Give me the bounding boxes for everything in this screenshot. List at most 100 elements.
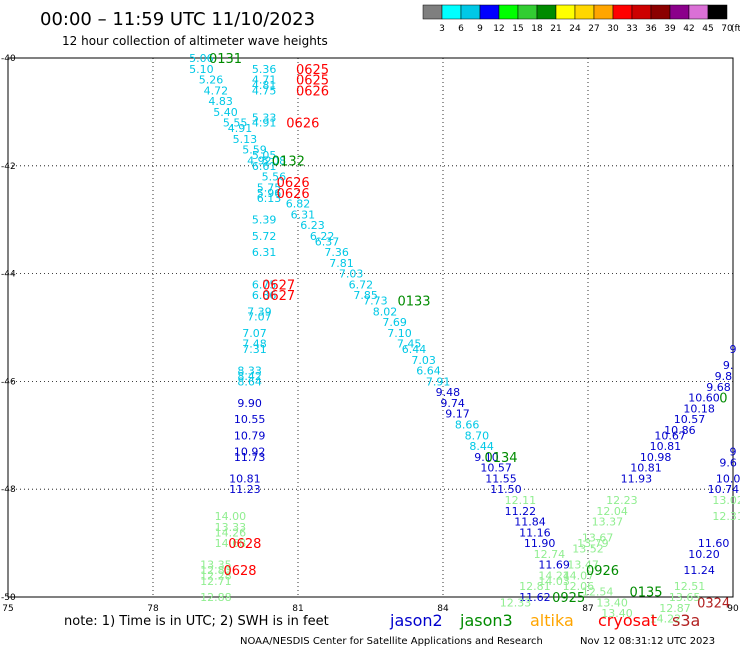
wave-height-label: 7.07: [247, 311, 272, 324]
wave-height-label: 12.71: [200, 575, 232, 588]
wave-height-label: 9: [730, 343, 737, 356]
wave-height-label: 9.48: [436, 386, 461, 399]
scale-label: 27: [588, 24, 599, 34]
wave-height-label: 4.81: [252, 79, 277, 92]
wave-height-label: 6.82: [286, 198, 311, 211]
wave-height-label: 14.22: [650, 613, 682, 626]
wave-height-label: 12.87: [659, 602, 691, 615]
wave-height-label: 12.33: [500, 596, 532, 609]
wave-height-label: 7.45: [397, 338, 422, 351]
pass-time-label: 0134: [484, 451, 517, 466]
wave-height-label: 7.03: [339, 268, 364, 281]
wave-height-label: 7.81: [329, 257, 354, 270]
wave-height-label: 7.10: [387, 327, 412, 340]
wave-height-label: 11.55: [485, 472, 517, 485]
scale-label: 33: [626, 24, 637, 34]
wave-height-label: 12.11: [505, 494, 537, 507]
scale-label: 42: [683, 24, 694, 34]
wave-height-label: 14.00: [215, 510, 247, 523]
wave-height-label: 4.92: [247, 154, 272, 167]
scale-swatch: [498, 4, 519, 20]
wave-height-label: 13.47: [567, 559, 599, 572]
y-tick-label: -44: [1, 270, 16, 280]
wave-height-label: 12.28: [200, 569, 232, 582]
wave-height-label: 11.23: [229, 483, 261, 496]
wave-height-label: 11.62: [519, 591, 551, 604]
scale-label: 36: [645, 24, 657, 34]
wave-height-label: 5.39: [252, 214, 277, 227]
scale-label: 15: [512, 24, 523, 34]
wave-height-label: 7.03: [411, 354, 436, 367]
wave-height-label: 12.54: [582, 586, 614, 599]
wave-height-label: 11.24: [683, 564, 715, 577]
scale-label: 21: [550, 24, 561, 34]
scale-swatch: [688, 4, 709, 20]
wave-height-label: 11.73: [234, 451, 266, 464]
wave-height-label: 13.79: [577, 537, 609, 550]
y-tick-label: -48: [1, 485, 16, 495]
wave-height-label: 10.67: [654, 429, 686, 442]
plot-frame: [7, 57, 734, 598]
wave-height-label: 10.60: [688, 392, 720, 405]
y-tick-label: -42: [1, 162, 16, 172]
wave-height-label: 10.79: [234, 429, 266, 442]
pass-time-label: 0324: [697, 596, 730, 611]
wave-height-label: 6.23: [300, 219, 325, 232]
x-tick-label: 78: [147, 604, 159, 614]
wave-height-label: 10.81: [650, 440, 682, 453]
wave-height-label: 12.06: [563, 580, 595, 593]
wave-height-label: 7.73: [363, 295, 388, 308]
wave-height-label: 12.88: [200, 591, 232, 604]
wave-height-label: 7.69: [382, 316, 407, 329]
wave-height-label: 10.18: [683, 402, 715, 415]
wave-height-label: 6.75: [252, 278, 277, 291]
wave-height-label: 10.81: [630, 462, 662, 475]
legend-cryosat: cryosat: [598, 611, 657, 630]
wave-height-label: 13.40: [596, 596, 628, 609]
legend-jason2: jason2: [389, 611, 443, 630]
plot-area: 75 78 81 84 87 90-40-42-44-46-48-505.065.105.…: [1, 52, 740, 626]
x-tick-label: 84: [437, 604, 449, 614]
wave-height-label: 14.26: [215, 526, 247, 539]
wave-height-label: 12.04: [596, 505, 628, 518]
wave-height-label: 13.02: [712, 494, 740, 507]
wave-height-label: 8.70: [465, 429, 490, 442]
wave-height-label: 11.69: [538, 559, 570, 572]
wave-height-label: 6.13: [257, 192, 282, 205]
y-tick-label: -40: [1, 54, 16, 64]
wave-height-label: 10.20: [688, 548, 720, 561]
y-tick-label: -46: [1, 377, 16, 387]
pass-time-label: 0131: [209, 52, 242, 67]
wave-height-label: 6.61: [252, 160, 277, 173]
pass-time-label: 0626: [286, 117, 319, 132]
wave-height-label: 13.40: [601, 607, 633, 620]
wave-height-label: 9: [730, 445, 737, 458]
wave-height-label: 9.: [723, 359, 734, 372]
wave-height-label: 14.03: [538, 575, 570, 588]
scale-swatch: [517, 4, 538, 20]
wave-height-label: 11.84: [514, 516, 546, 529]
wave-height-label: 8.02: [373, 305, 398, 318]
scale-swatch: [612, 4, 633, 20]
chart-title: 00:00 – 11:59 UTC 11/10/2023: [40, 9, 315, 30]
y-tick-label: -50: [1, 593, 16, 603]
pass-time-label: 0: [719, 392, 727, 407]
wave-height-label: 10.57: [674, 413, 706, 426]
wave-height-label: 10.55: [234, 413, 266, 426]
pass-time-label: 0625: [296, 63, 329, 78]
x-tick-label: 81: [292, 604, 303, 614]
wave-height-label: 6.31: [252, 246, 277, 259]
wave-height-label: 5.72: [252, 230, 277, 243]
scale-label: 24: [569, 24, 581, 34]
wave-height-label: 6.86: [252, 289, 277, 302]
wave-height-label: 12.23: [606, 494, 638, 507]
wave-height-label: 11.50: [490, 483, 522, 496]
wave-height-label: 7.31: [242, 343, 267, 356]
wave-height-label: 10.92: [234, 445, 266, 458]
wave-height-label: 7.85: [353, 289, 378, 302]
scale-label: 6: [458, 24, 464, 34]
wave-height-label: 5.55: [223, 117, 248, 130]
scale-unit: (ft): [731, 24, 740, 34]
wave-height-label: 6.37: [315, 235, 340, 248]
wave-height-label: 12.31: [712, 510, 740, 523]
